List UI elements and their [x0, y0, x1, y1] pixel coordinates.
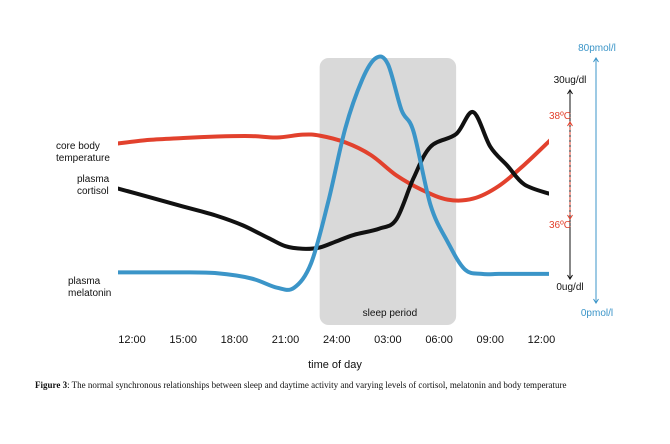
sleep-period-label: sleep period — [363, 308, 417, 319]
x-tick-label: 12:00 — [528, 334, 556, 346]
sleep-period-region — [319, 58, 457, 325]
series-label-line: plasma — [68, 276, 101, 287]
series-line-plasma-cortisol — [118, 110, 549, 251]
series-line-core-body-temperature — [118, 132, 549, 203]
cortisol-axis-bottom-label: 0ug/dl — [556, 282, 583, 293]
series-label-plasma-cortisol: plasma cortisol — [77, 174, 110, 197]
x-tick-label: 03:00 — [374, 334, 402, 346]
series-label-line: core body — [56, 141, 100, 152]
series-label-plasma-melatonin: plasma melatonin — [68, 276, 111, 299]
series-line-plasma-melatonin — [118, 54, 549, 292]
cortisol-axis-top-label: 30ug/dl — [554, 75, 587, 86]
x-axis-title: time of day — [308, 359, 362, 371]
series-label-line: temperature — [56, 153, 110, 164]
series-label-line: melatonin — [68, 288, 111, 299]
x-tick-label: 21:00 — [272, 334, 300, 346]
x-tick-label: 12:00 — [118, 334, 146, 346]
melatonin-axis-arrow-top — [593, 57, 599, 63]
temperature-axis-arrow-top — [567, 121, 573, 127]
x-tick-label: 15:00 — [169, 334, 197, 346]
x-tick-label: 18:00 — [221, 334, 249, 346]
melatonin-axis-bottom-label: 0pmol/l — [581, 308, 613, 319]
temperature-axis-top-label: 38ºC — [549, 111, 571, 122]
melatonin-axis-arrow-bottom — [593, 298, 599, 304]
temperature-axis-bottom-label: 36ºC — [549, 220, 571, 231]
caption-prefix: Figure 3 — [35, 380, 68, 390]
cortisol-axis-arrow-top — [567, 89, 573, 95]
melatonin-axis-top-label: 80pmol/l — [578, 43, 616, 54]
x-tick-label: 09:00 — [476, 334, 504, 346]
temperature-axis-arrow-bottom — [567, 214, 573, 220]
x-tick-label: 06:00 — [425, 334, 453, 346]
x-tick-label: 24:00 — [323, 334, 351, 346]
cortisol-axis-arrow-bottom — [567, 274, 573, 280]
series-label-core-body-temperature: core body temperature — [56, 141, 110, 164]
figure-caption: Figure 3: The normal synchronous relatio… — [35, 380, 655, 390]
series-label-line: plasma — [77, 174, 110, 185]
caption-text: : The normal synchronous relationships b… — [67, 380, 567, 390]
series-label-line: cortisol — [77, 186, 109, 197]
